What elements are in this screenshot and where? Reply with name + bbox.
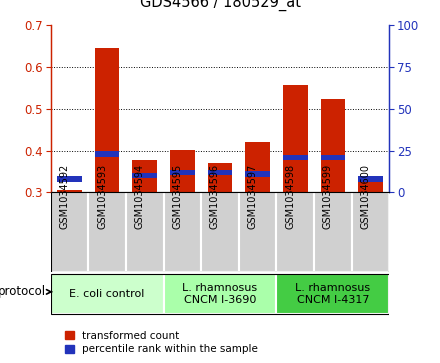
Text: GSM1034600: GSM1034600 — [360, 164, 370, 229]
Text: GSM1034594: GSM1034594 — [135, 164, 145, 229]
Bar — [51, 274, 164, 314]
Bar — [208, 163, 232, 192]
Bar — [283, 85, 308, 192]
Bar — [276, 274, 389, 314]
Bar — [57, 176, 82, 182]
Bar — [126, 192, 164, 272]
Bar — [283, 155, 308, 160]
Bar — [358, 176, 383, 182]
Bar — [132, 160, 157, 192]
Bar — [321, 155, 345, 160]
Text: GSM1034597: GSM1034597 — [248, 164, 258, 229]
Bar — [57, 190, 82, 192]
Bar — [164, 192, 201, 272]
Bar — [276, 192, 314, 272]
Text: GSM1034598: GSM1034598 — [285, 164, 295, 229]
Text: GSM1034593: GSM1034593 — [97, 164, 107, 229]
Text: E. coli control: E. coli control — [70, 289, 145, 299]
Bar — [314, 192, 352, 272]
Text: L. rhamnosus
CNCM I-3690: L. rhamnosus CNCM I-3690 — [183, 283, 257, 305]
Text: protocol: protocol — [0, 285, 46, 298]
Bar — [88, 192, 126, 272]
Text: L. rhamnosus
CNCM I-4317: L. rhamnosus CNCM I-4317 — [295, 283, 370, 305]
Text: GSM1034599: GSM1034599 — [323, 164, 333, 229]
Bar — [239, 192, 276, 272]
Bar — [51, 192, 88, 272]
Bar — [170, 150, 194, 192]
Bar — [132, 173, 157, 178]
Text: GSM1034592: GSM1034592 — [59, 164, 70, 229]
Bar — [358, 179, 383, 192]
Text: GSM1034596: GSM1034596 — [210, 164, 220, 229]
Bar — [352, 192, 389, 272]
Bar — [208, 170, 232, 175]
Bar — [246, 171, 270, 177]
Bar — [95, 48, 119, 192]
Text: GSM1034595: GSM1034595 — [172, 164, 182, 229]
Bar — [321, 99, 345, 192]
Legend: transformed count, percentile rank within the sample: transformed count, percentile rank withi… — [65, 331, 258, 354]
Text: GDS4566 / 180529_at: GDS4566 / 180529_at — [139, 0, 301, 11]
Bar — [95, 151, 119, 157]
Bar — [170, 170, 194, 175]
Bar — [246, 142, 270, 192]
Bar — [164, 274, 276, 314]
Bar — [201, 192, 239, 272]
